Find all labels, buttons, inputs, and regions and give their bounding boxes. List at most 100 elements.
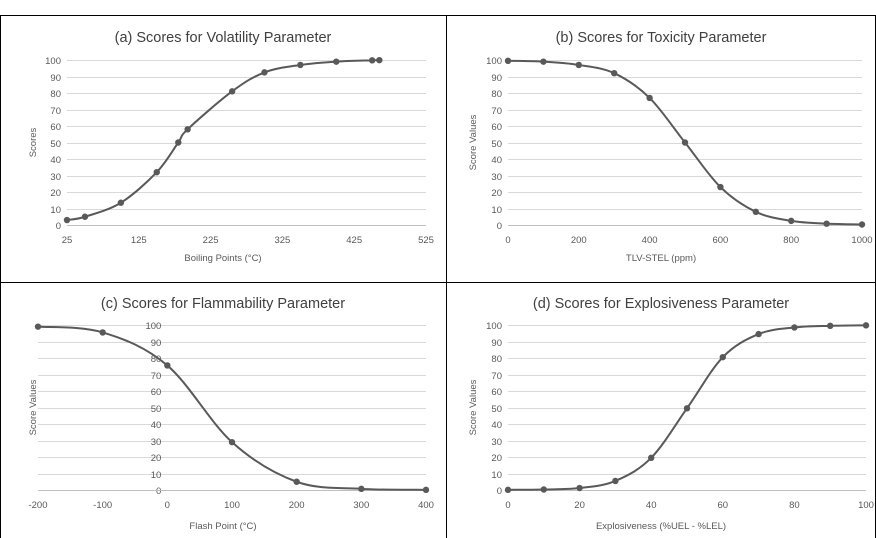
x-tick-label: 100 (858, 500, 874, 511)
x-tick-label: 425 (346, 235, 362, 246)
x-tick-label: 40 (646, 500, 657, 511)
data-point (376, 56, 383, 64)
x-tick-label: 80 (789, 500, 800, 511)
data-point (81, 213, 89, 220)
y-tick-label: 80 (491, 354, 502, 365)
y-tick-label: 100 (145, 321, 161, 332)
y-tick-label: 60 (50, 122, 61, 133)
y-tick-label: 20 (50, 188, 61, 199)
chart-title: (b) Scores for Toxicity Parameter (556, 30, 767, 46)
x-tick-label: -100 (93, 500, 112, 511)
y-axis-title: Score Values (28, 379, 39, 435)
y-tick-label: 80 (491, 89, 502, 100)
data-point (540, 58, 547, 65)
data-point (293, 478, 300, 485)
data-point (576, 484, 583, 492)
data-point (358, 485, 365, 493)
x-tick-label: 0 (505, 500, 510, 511)
x-axis-title: Flash Point (°C) (189, 521, 256, 532)
y-tick-label: 90 (151, 338, 162, 349)
y-tick-label: 30 (151, 437, 162, 448)
y-tick-label: 50 (491, 404, 502, 415)
x-tick-label: 200 (571, 235, 587, 246)
x-tick-label: 1000 (851, 235, 872, 246)
y-tick-label: 40 (151, 420, 162, 431)
y-tick-label: 10 (151, 470, 162, 481)
chart-title: (c) Scores for Flammability Parameter (101, 296, 345, 312)
y-tick-label: 50 (491, 139, 502, 150)
y-tick-label: 100 (486, 56, 502, 67)
data-point (297, 61, 304, 69)
y-tick-label: 40 (50, 155, 61, 166)
data-point (648, 454, 655, 462)
y-tick-label: 30 (491, 172, 502, 183)
x-tick-label: 325 (274, 235, 290, 246)
y-tick-label: 40 (491, 420, 502, 431)
data-point (791, 324, 798, 331)
data-point (228, 438, 236, 446)
data-point (683, 405, 691, 412)
x-tick-label: 225 (203, 235, 219, 246)
x-axis-title: Explosiveness (%UEL - %LEL) (596, 521, 726, 532)
data-point (184, 126, 191, 133)
y-tick-label: 90 (50, 73, 61, 84)
y-tick-label: 0 (497, 221, 502, 232)
x-tick-label: 800 (783, 235, 799, 246)
y-tick-label: 100 (45, 56, 61, 67)
y-tick-label: 50 (50, 139, 61, 150)
x-axis-title: Boiling Points (°C) (184, 253, 261, 264)
data-point (717, 183, 724, 191)
data-point (504, 57, 512, 65)
data-point (681, 139, 689, 146)
data-point (540, 486, 547, 493)
y-tick-label: 60 (151, 387, 162, 398)
x-tick-label: 0 (165, 500, 170, 511)
data-point (611, 70, 618, 77)
y-tick-label: 80 (151, 354, 162, 365)
x-tick-label: 300 (353, 500, 369, 511)
data-point (368, 57, 376, 64)
data-point (752, 208, 759, 215)
y-tick-label: 30 (50, 172, 61, 183)
y-tick-label: 60 (491, 387, 502, 398)
y-tick-label: 10 (50, 205, 61, 216)
data-point (504, 486, 512, 494)
data-point (646, 94, 653, 102)
y-axis-title: Score Values (468, 114, 479, 170)
chart-title: (d) Scores for Explosiveness Parameter (533, 296, 789, 312)
y-tick-label: 90 (491, 73, 502, 84)
y-tick-label: 20 (491, 188, 502, 199)
y-axis-title: Score Values (468, 379, 479, 435)
x-tick-label: 125 (131, 235, 147, 246)
x-tick-label: 525 (418, 235, 434, 246)
data-point (823, 220, 830, 227)
y-tick-label: 20 (491, 453, 502, 464)
data-point (99, 329, 106, 336)
data-point (228, 88, 236, 95)
x-tick-label: 0 (505, 235, 510, 246)
chart-panel-2: (c) Scores for Flammability Parameter 0 10… (28, 296, 434, 532)
y-tick-label: 0 (156, 486, 161, 497)
x-tick-label: 600 (712, 235, 728, 246)
y-tick-label: 70 (491, 106, 502, 117)
y-tick-label: 30 (491, 437, 502, 448)
data-point (153, 169, 160, 176)
series-line (66, 59, 380, 222)
data-point (858, 221, 866, 228)
y-tick-label: 60 (491, 122, 502, 133)
y-tick-label: 50 (151, 404, 162, 415)
data-point (788, 217, 795, 225)
data-point (63, 216, 71, 224)
y-tick-label: 10 (491, 470, 502, 481)
data-point (422, 486, 430, 494)
y-tick-label: 20 (151, 453, 162, 464)
y-tick-label: 70 (151, 371, 162, 382)
data-point (261, 69, 268, 76)
data-point (827, 322, 834, 330)
y-tick-label: 100 (486, 321, 502, 332)
x-tick-label: 400 (642, 235, 658, 246)
x-tick-label: -200 (28, 500, 47, 511)
data-point (719, 353, 726, 361)
